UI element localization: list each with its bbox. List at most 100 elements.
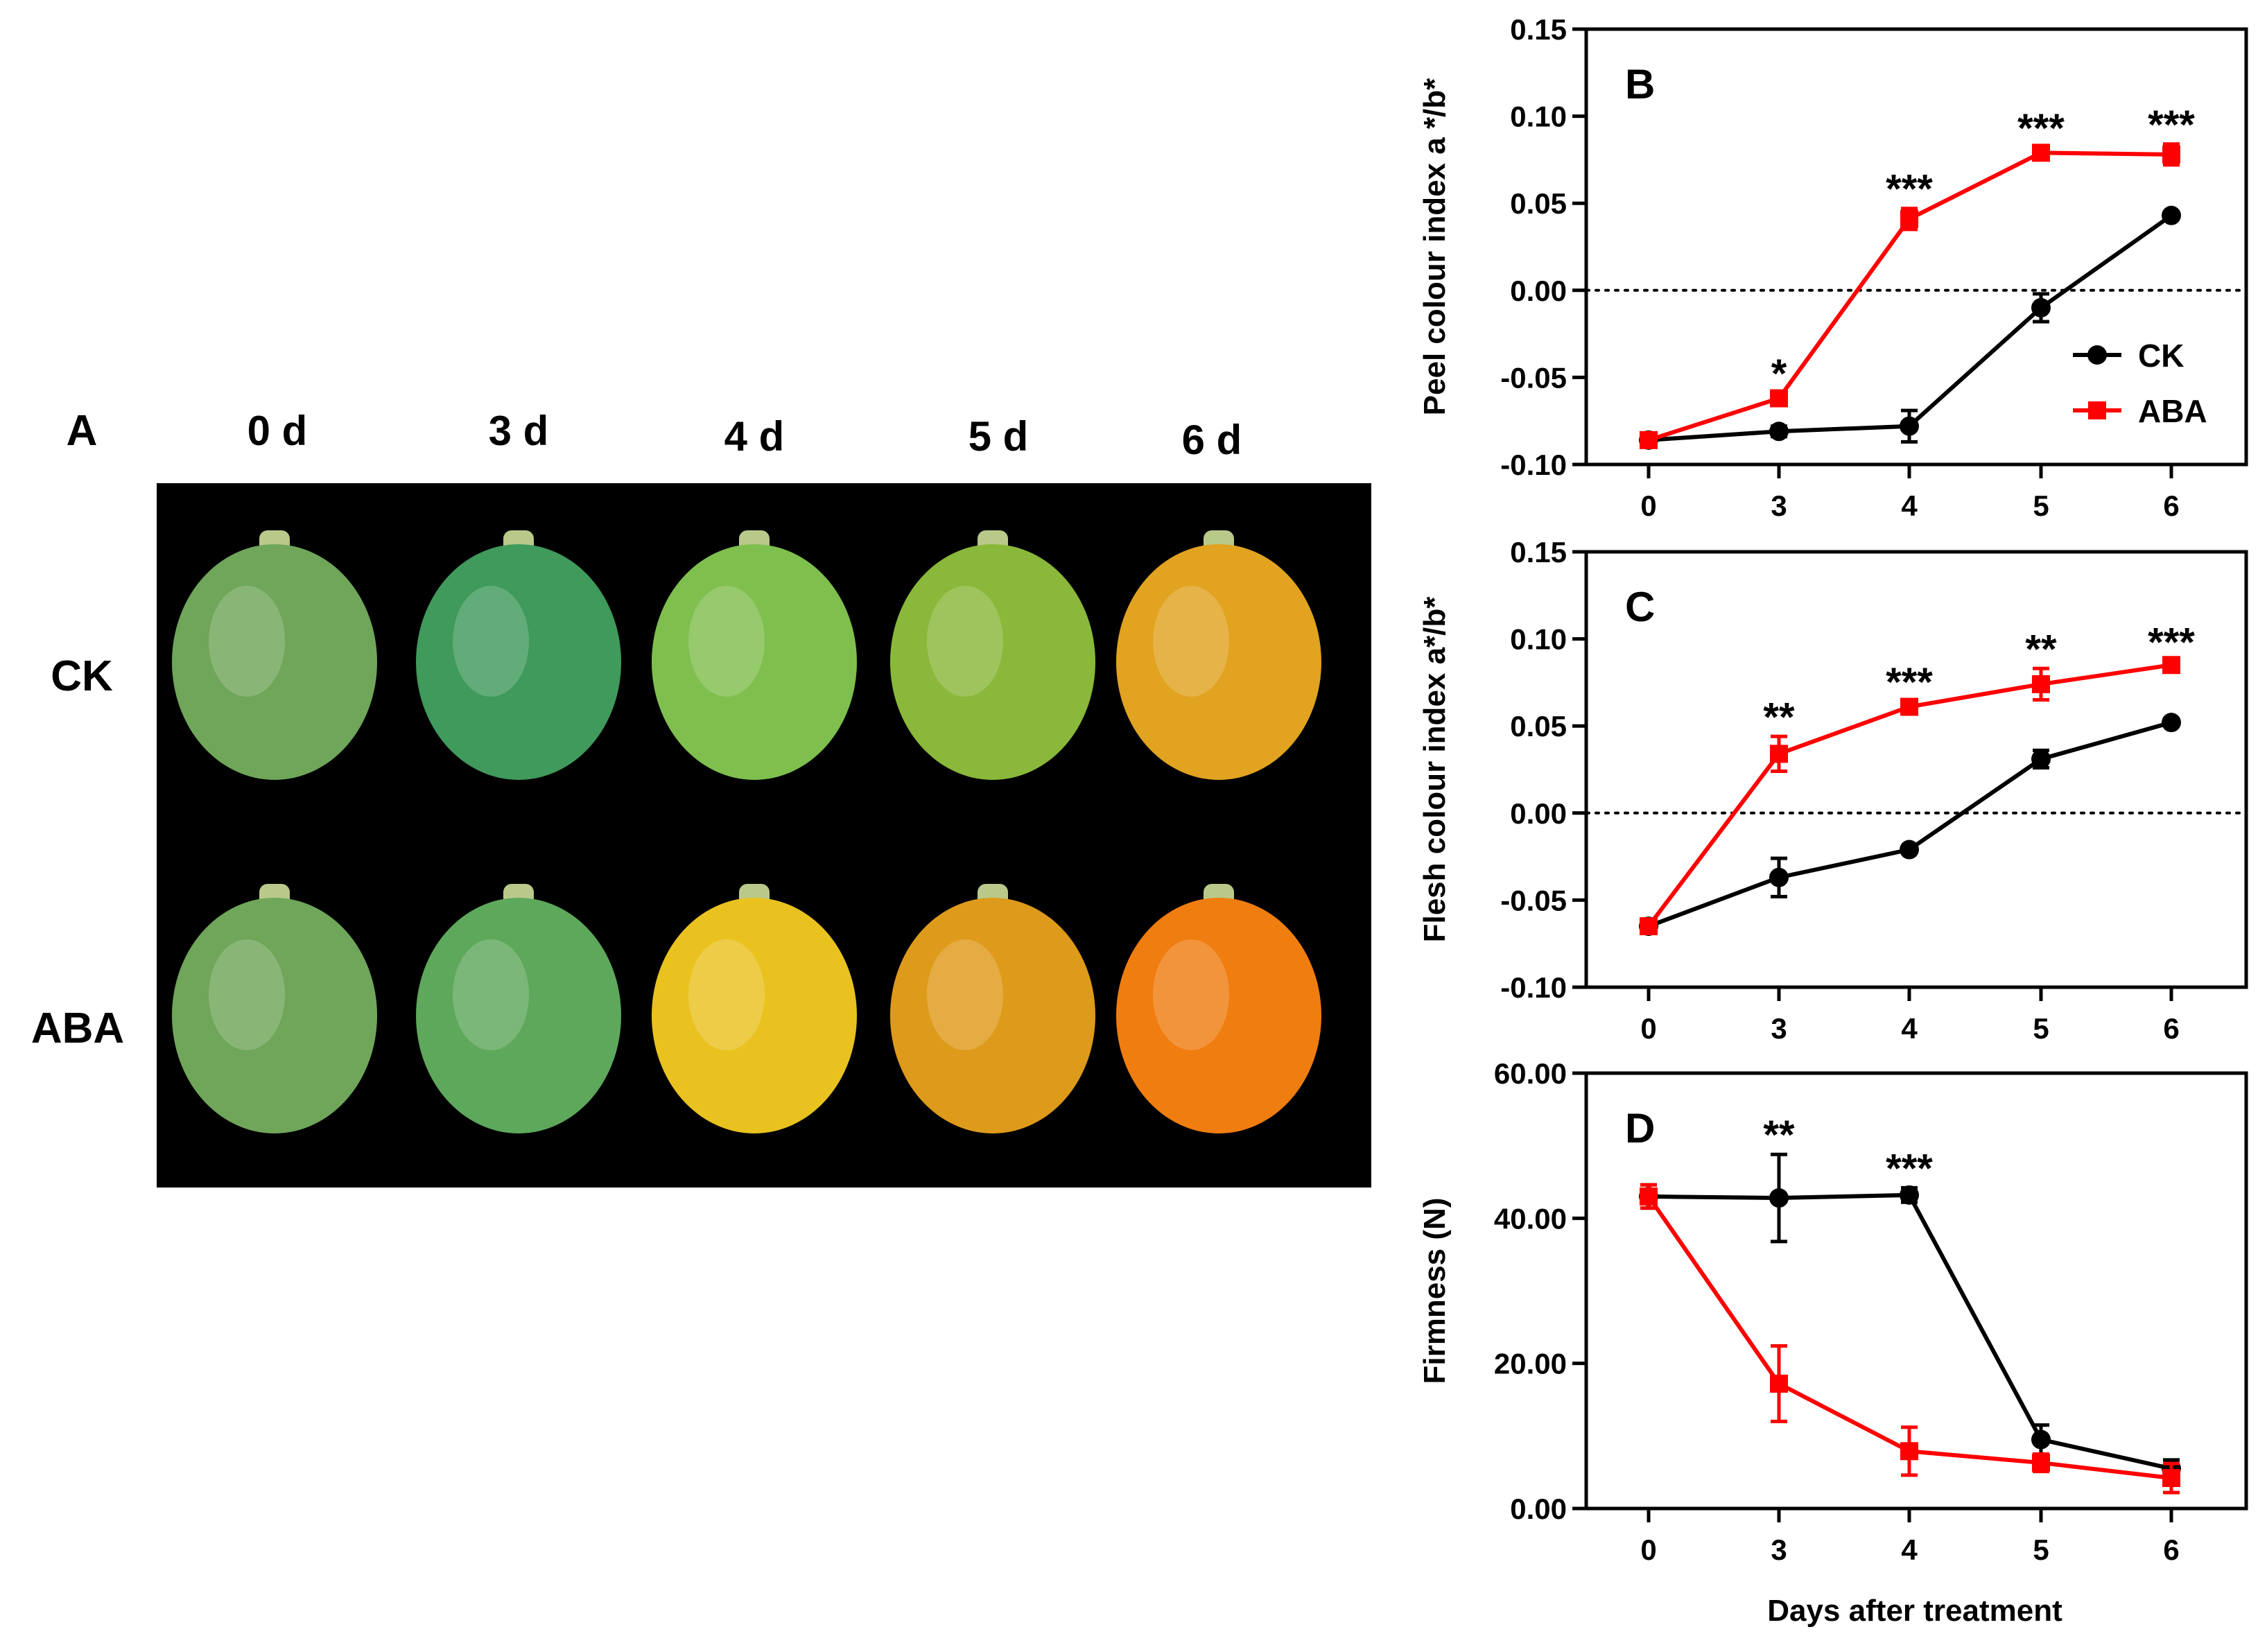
- y-tick-label: 0.10: [1510, 101, 1567, 133]
- y-tick-label: 0.05: [1510, 710, 1567, 742]
- significance-label: ***: [2148, 620, 2195, 665]
- legend-marker: [2087, 345, 2107, 365]
- data-point-aba: [1900, 1442, 1918, 1461]
- significance-label: ***: [1886, 660, 1933, 705]
- significance-label: **: [1763, 695, 1795, 740]
- y-tick-label: -0.10: [1500, 971, 1567, 1004]
- y-tick-label: 0.05: [1510, 187, 1567, 220]
- fruit-body: [1116, 898, 1321, 1133]
- fruit-highlight: [209, 586, 285, 697]
- fruit-ck-day-0: [172, 530, 377, 780]
- legend-entry-ck: CK: [2073, 338, 2184, 374]
- data-point-aba: [1900, 209, 1918, 228]
- data-point-aba: [1640, 1187, 1658, 1206]
- day-label-3: 3 d: [489, 408, 549, 454]
- fruit-ck-day-3: [416, 530, 621, 780]
- x-tick-label: 5: [2033, 1533, 2049, 1566]
- y-tick-label: 40.00: [1494, 1202, 1567, 1235]
- y-tick-label: 0.15: [1510, 13, 1567, 46]
- fruit-body: [1116, 544, 1321, 780]
- data-point-ck: [1769, 1188, 1789, 1208]
- x-tick-label: 3: [1771, 1012, 1787, 1045]
- fruit-body: [890, 544, 1095, 780]
- fruit-highlight: [453, 586, 529, 697]
- fruit-highlight: [453, 939, 529, 1050]
- day-label-4: 4 d: [724, 413, 785, 460]
- legend: CK ABA: [2073, 338, 2207, 429]
- panel-letter: B: [1625, 61, 1655, 107]
- y-tick-label: 0.00: [1510, 275, 1567, 307]
- data-point-aba: [2162, 145, 2180, 164]
- chart-frame: [1584, 27, 2248, 467]
- fruit-body: [172, 898, 377, 1133]
- day-label-6: 6 d: [1182, 417, 1242, 463]
- data-point-ck: [1900, 416, 1919, 436]
- fruit-aba-day-0: [172, 884, 377, 1133]
- data-point-ck: [1900, 840, 1919, 860]
- data-point-ck: [2162, 205, 2181, 225]
- fruit-aba-day-3: [416, 884, 621, 1133]
- y-axis-title: Firmness (N): [1418, 1198, 1452, 1384]
- fruit-aba-day-6: [1116, 884, 1321, 1133]
- y-tick-label: 20.00: [1494, 1348, 1567, 1380]
- series-ck: [1639, 713, 2181, 937]
- data-point-ck: [2031, 749, 2051, 769]
- significance-label: ***: [2148, 103, 2195, 148]
- significance-label: ***: [1886, 167, 1933, 212]
- data-point-aba: [1900, 697, 1918, 716]
- data-point-aba: [2032, 144, 2050, 162]
- x-tick-label: 6: [2163, 1012, 2179, 1045]
- fruit-aba-day-5: [890, 884, 1095, 1133]
- fruit-body: [416, 544, 621, 780]
- significance-label: **: [2025, 627, 2057, 672]
- legend-marker: [2088, 401, 2106, 419]
- day-label-0: 0 d: [247, 408, 308, 454]
- y-tick-label: -0.05: [1500, 884, 1567, 916]
- y-tick-label: 0.00: [1510, 1493, 1567, 1525]
- data-point-ck: [1769, 867, 1789, 887]
- x-tick-label: 4: [1901, 1533, 1918, 1566]
- significance-label: **: [1763, 1113, 1795, 1158]
- data-point-aba: [1770, 745, 1788, 763]
- fruit-ck-day-4: [652, 530, 857, 780]
- series-aba: [1640, 656, 2180, 936]
- fruit-body: [652, 898, 857, 1133]
- x-tick-label: 5: [2033, 489, 2049, 522]
- row-label-aba: ABA: [31, 1005, 124, 1052]
- data-point-ck: [1769, 421, 1789, 442]
- y-tick-label: 0.00: [1510, 797, 1567, 830]
- y-axis-title: Peel colour index a */b*: [1418, 78, 1452, 415]
- panel-letter: C: [1625, 584, 1655, 630]
- data-point-ck: [1900, 1185, 1919, 1205]
- fruit-highlight: [688, 939, 765, 1050]
- legend-label: ABA: [2138, 393, 2207, 429]
- y-tick-label: 0.10: [1510, 623, 1567, 656]
- y-axis-title: Flesh colour index a*/b*: [1418, 596, 1452, 943]
- data-point-aba: [2162, 1469, 2180, 1488]
- x-tick-label: 5: [2033, 1012, 2049, 1045]
- fruit-highlight: [927, 939, 1003, 1050]
- fruit-highlight: [209, 939, 285, 1050]
- fruit-highlight: [688, 586, 765, 697]
- chart-frame: [1584, 1071, 2248, 1511]
- data-point-ck: [2162, 713, 2181, 733]
- row-label-ck: CK: [51, 652, 113, 700]
- chart-b: -0.10 -0.05 0.00 0.05 0.10 0.15 0 3 4 5 6 Peel colo…: [1418, 13, 2248, 522]
- x-tick-label: 6: [2163, 1533, 2179, 1566]
- fruit-body: [416, 898, 621, 1133]
- data-point-ck: [2031, 297, 2051, 318]
- fruit-aba-day-4: [652, 884, 857, 1133]
- x-tick-label: 4: [1901, 489, 1918, 522]
- fruit-body: [652, 544, 857, 780]
- fruit-body: [890, 898, 1095, 1133]
- data-point-aba: [1640, 917, 1658, 936]
- fruit-highlight: [1153, 586, 1229, 697]
- panel-letter: D: [1625, 1105, 1655, 1151]
- fruit-highlight: [927, 586, 1003, 697]
- x-tick-label: 0: [1640, 489, 1656, 522]
- x-tick-label: 0: [1640, 1533, 1656, 1566]
- y-tick-label: 0.15: [1510, 536, 1567, 568]
